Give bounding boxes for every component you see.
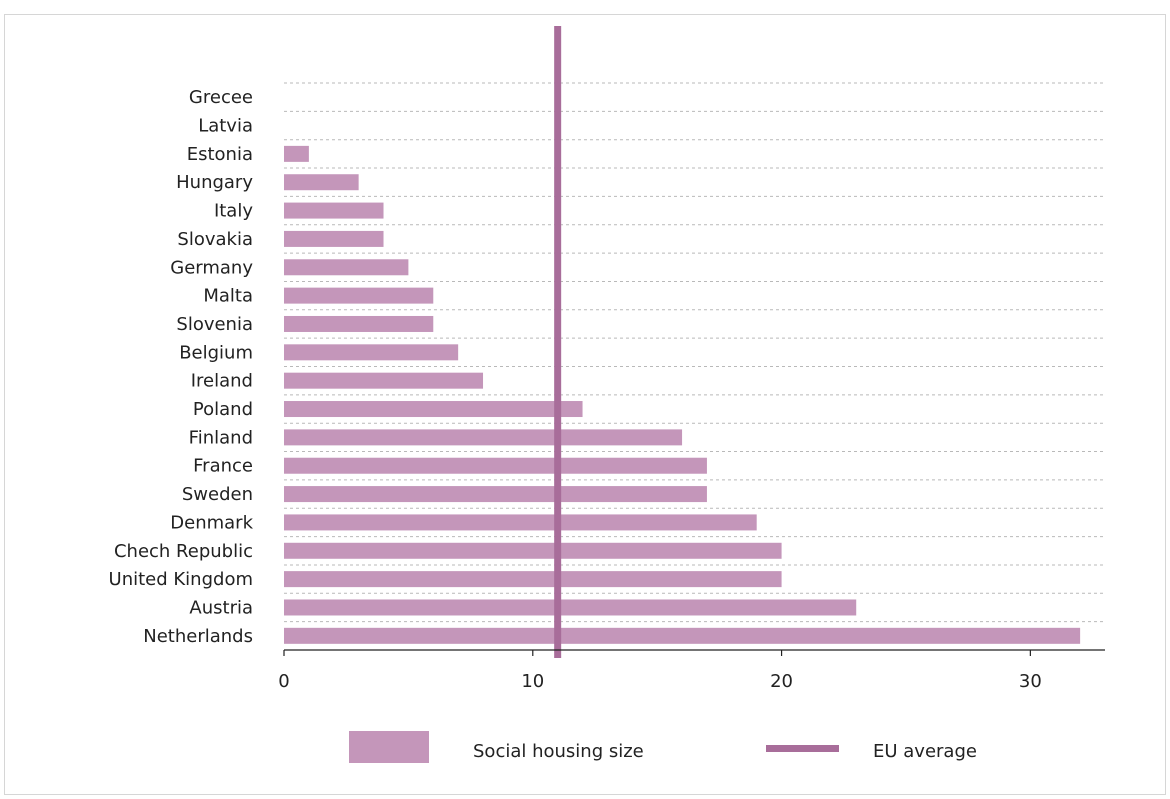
category-label: United Kingdom xyxy=(109,569,253,590)
category-label: Estonia xyxy=(187,144,253,165)
category-label: France xyxy=(193,456,253,477)
bar-slovenia xyxy=(284,315,434,332)
x-tick-label: 30 xyxy=(1019,671,1042,692)
category-label: Slovenia xyxy=(176,314,253,335)
category-label: Grecee xyxy=(189,87,253,108)
bar-italy xyxy=(284,202,384,219)
category-label: Poland xyxy=(193,399,253,420)
category-label: Finland xyxy=(189,427,253,448)
legend-swatch-social-housing-size xyxy=(349,731,429,763)
bar-malta xyxy=(284,287,434,304)
category-label: Austria xyxy=(189,597,253,618)
x-tick-label: 10 xyxy=(521,671,544,692)
reference-line-group xyxy=(554,26,562,658)
category-label: Latvia xyxy=(198,116,253,137)
bar-germany xyxy=(284,259,409,276)
bar-ireland xyxy=(284,372,484,389)
legend-label-social-housing-size: Social housing size xyxy=(473,741,644,762)
category-label: Netherlands xyxy=(143,626,253,647)
category-label: Ireland xyxy=(191,371,253,392)
x-tick-label: 0 xyxy=(278,671,289,692)
eu-average-line xyxy=(554,26,562,658)
bar-netherlands xyxy=(284,627,1081,644)
category-label: Sweden xyxy=(182,484,253,505)
category-label: Malta xyxy=(203,286,253,307)
category-label: Belgium xyxy=(179,342,253,363)
bar-slovakia xyxy=(284,230,384,247)
x-tick-label: 20 xyxy=(770,671,793,692)
legend: Social housing size EU average xyxy=(349,731,977,763)
bar-austria xyxy=(284,599,857,616)
bar-sweden xyxy=(284,486,707,503)
bar-poland xyxy=(284,401,583,418)
category-label: Slovakia xyxy=(177,229,253,250)
category-label: Italy xyxy=(214,201,253,222)
x-axis: 0 10 20 30 xyxy=(278,649,1105,692)
bar-hungary xyxy=(284,174,359,191)
legend-label-eu-average: EU average xyxy=(873,741,977,762)
bar-belgium xyxy=(284,344,459,361)
bars xyxy=(284,145,1081,644)
bar-united-kingdom xyxy=(284,571,782,588)
category-label: Chech Republic xyxy=(114,541,253,562)
chart-frame xyxy=(4,14,1166,795)
category-labels: Grecee Latvia Estonia Hungary Italy Slovakia G… xyxy=(109,87,254,647)
gridlines xyxy=(284,82,1105,623)
bar-estonia xyxy=(284,145,309,162)
category-label: Hungary xyxy=(176,172,253,193)
bar-chech-republic xyxy=(284,542,782,559)
bar-finland xyxy=(284,429,683,446)
bar-france xyxy=(284,457,707,474)
bar-denmark xyxy=(284,514,757,531)
category-label: Denmark xyxy=(170,512,253,533)
category-label: Germany xyxy=(170,257,253,278)
legend-swatch-eu-average xyxy=(766,745,839,752)
